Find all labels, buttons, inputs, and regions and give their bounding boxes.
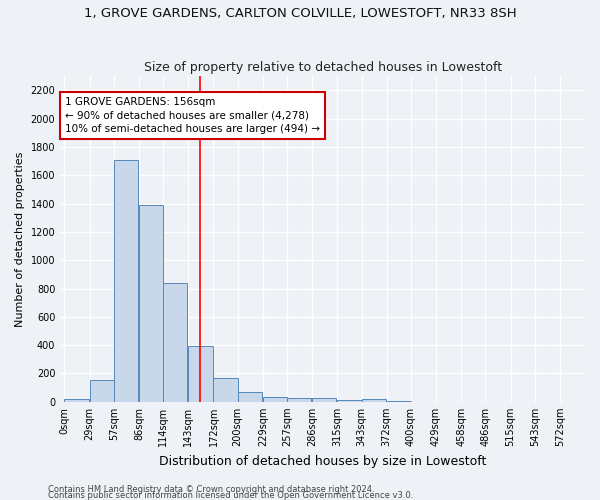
Text: Contains public sector information licensed under the Open Government Licence v3: Contains public sector information licen… bbox=[48, 492, 413, 500]
Y-axis label: Number of detached properties: Number of detached properties bbox=[15, 151, 25, 326]
Text: Contains HM Land Registry data © Crown copyright and database right 2024.: Contains HM Land Registry data © Crown c… bbox=[48, 486, 374, 494]
Bar bbox=[64, 399, 89, 402]
Bar bbox=[238, 392, 262, 402]
Bar bbox=[89, 380, 114, 402]
Text: 1, GROVE GARDENS, CARLTON COLVILLE, LOWESTOFT, NR33 8SH: 1, GROVE GARDENS, CARLTON COLVILLE, LOWE… bbox=[83, 8, 517, 20]
Bar bbox=[188, 346, 212, 402]
Bar bbox=[337, 400, 362, 402]
Bar bbox=[214, 378, 238, 402]
Text: 1 GROVE GARDENS: 156sqm
← 90% of detached houses are smaller (4,278)
10% of semi: 1 GROVE GARDENS: 156sqm ← 90% of detache… bbox=[65, 98, 320, 134]
X-axis label: Distribution of detached houses by size in Lowestoft: Distribution of detached houses by size … bbox=[159, 454, 486, 468]
Bar bbox=[114, 160, 138, 402]
Bar bbox=[287, 398, 311, 402]
Bar bbox=[163, 283, 187, 402]
Bar bbox=[139, 205, 163, 402]
Bar bbox=[386, 401, 411, 402]
Bar bbox=[362, 399, 386, 402]
Bar bbox=[312, 398, 337, 402]
Bar bbox=[263, 397, 287, 402]
Title: Size of property relative to detached houses in Lowestoft: Size of property relative to detached ho… bbox=[143, 60, 502, 74]
